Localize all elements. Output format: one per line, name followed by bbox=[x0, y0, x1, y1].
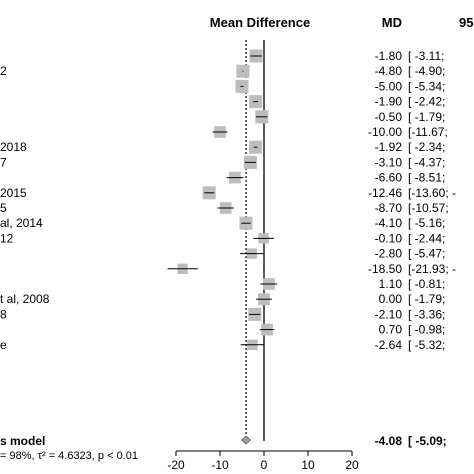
summary-ci: [ -5.09; bbox=[408, 434, 447, 448]
ci-value: [ -0.81; bbox=[408, 277, 445, 291]
x-tick-label: 20 bbox=[345, 458, 359, 472]
ci-value: [ -2.34; bbox=[408, 140, 445, 154]
md-value: 0.00 bbox=[379, 292, 403, 306]
ci-value: [ -1.79; bbox=[408, 292, 445, 306]
md-value: -2.64 bbox=[375, 338, 403, 352]
ci-value: [ -0.98; bbox=[408, 323, 445, 337]
ci-value: [-21.93; - bbox=[408, 262, 456, 276]
md-value: -1.92 bbox=[375, 140, 403, 154]
ci-value: [-10.57; bbox=[408, 201, 449, 215]
ci-value: [ -4.90; bbox=[408, 64, 445, 78]
x-tick-label: -20 bbox=[167, 458, 185, 472]
md-value: -5.00 bbox=[375, 79, 403, 93]
x-axis: -20 -10 0 10 20 bbox=[167, 450, 359, 472]
study-label: e bbox=[0, 338, 7, 352]
md-value: -10.00 bbox=[368, 125, 402, 139]
ci-value: [ -8.51; bbox=[408, 171, 445, 185]
ci-value: [ -2.44; bbox=[408, 231, 445, 245]
md-value: -8.70 bbox=[375, 201, 403, 215]
study-label: 12 bbox=[0, 231, 14, 245]
ci-value: [ -4.37; bbox=[408, 155, 445, 169]
ci-value: [ -3.36; bbox=[408, 307, 445, 321]
md-column-header: MD bbox=[382, 15, 402, 30]
x-tick-label: 10 bbox=[301, 458, 315, 472]
x-tick-label: 0 bbox=[261, 458, 268, 472]
study-label: 7 bbox=[0, 155, 7, 169]
ci-value: [-11.67; bbox=[408, 125, 448, 139]
x-tick-label: -10 bbox=[211, 458, 229, 472]
md-value: 1.10 bbox=[379, 277, 403, 291]
md-value: -3.10 bbox=[375, 155, 403, 169]
study-label: al, 2014 bbox=[0, 216, 43, 230]
md-value: -0.50 bbox=[375, 110, 403, 124]
ci-value: [ -5.16; bbox=[408, 216, 445, 230]
md-value: -1.80 bbox=[375, 49, 403, 63]
ci-value: [ -5.47; bbox=[408, 247, 445, 261]
ci-value: [ -3.11; bbox=[408, 49, 444, 63]
md-value: -0.10 bbox=[375, 231, 403, 245]
pooled-diamond bbox=[241, 435, 252, 445]
study-label: 2 bbox=[0, 64, 7, 78]
md-value: 0.70 bbox=[379, 323, 403, 337]
study-label: 2015 bbox=[0, 186, 27, 200]
summary-label: s model bbox=[0, 434, 45, 448]
study-marks bbox=[167, 49, 278, 350]
mean-difference-header: Mean Difference bbox=[210, 15, 310, 30]
md-value: -4.10 bbox=[375, 216, 403, 230]
md-value: -18.50 bbox=[368, 262, 402, 276]
md-value: -2.10 bbox=[375, 307, 403, 321]
summary-md: -4.08 bbox=[375, 434, 403, 448]
md-value: -4.80 bbox=[375, 64, 403, 78]
md-value: -1.90 bbox=[375, 95, 403, 109]
md-column: -1.80-4.80-5.00 -1.90-0.50-10.00-1.92-3.1… bbox=[368, 49, 402, 352]
ci-column-header: 95 bbox=[459, 15, 473, 30]
ci-value: [ -5.34; bbox=[408, 79, 445, 93]
ci-value: [ -1.79; bbox=[408, 110, 445, 124]
study-label: 5 bbox=[0, 201, 7, 215]
study-label: 2018 bbox=[0, 140, 27, 154]
ci-value: [-13.60; - bbox=[408, 186, 456, 200]
study-label: 8 bbox=[0, 307, 7, 321]
ci-value: [ -5.32; bbox=[408, 338, 445, 352]
ci-column: [ -3.11;[ -4.90;[ -5.34;[ -2.42;[ -1.79;… bbox=[408, 49, 456, 352]
ci-value: [ -2.42; bbox=[408, 95, 445, 109]
md-value: -6.60 bbox=[375, 171, 403, 185]
study-label: t al, 2008 bbox=[0, 292, 50, 306]
md-value: -12.46 bbox=[368, 186, 402, 200]
md-value: -2.80 bbox=[375, 247, 403, 261]
heterogeneity-text: = 98%, τ² = 4.6323, p < 0.01 bbox=[0, 450, 138, 462]
